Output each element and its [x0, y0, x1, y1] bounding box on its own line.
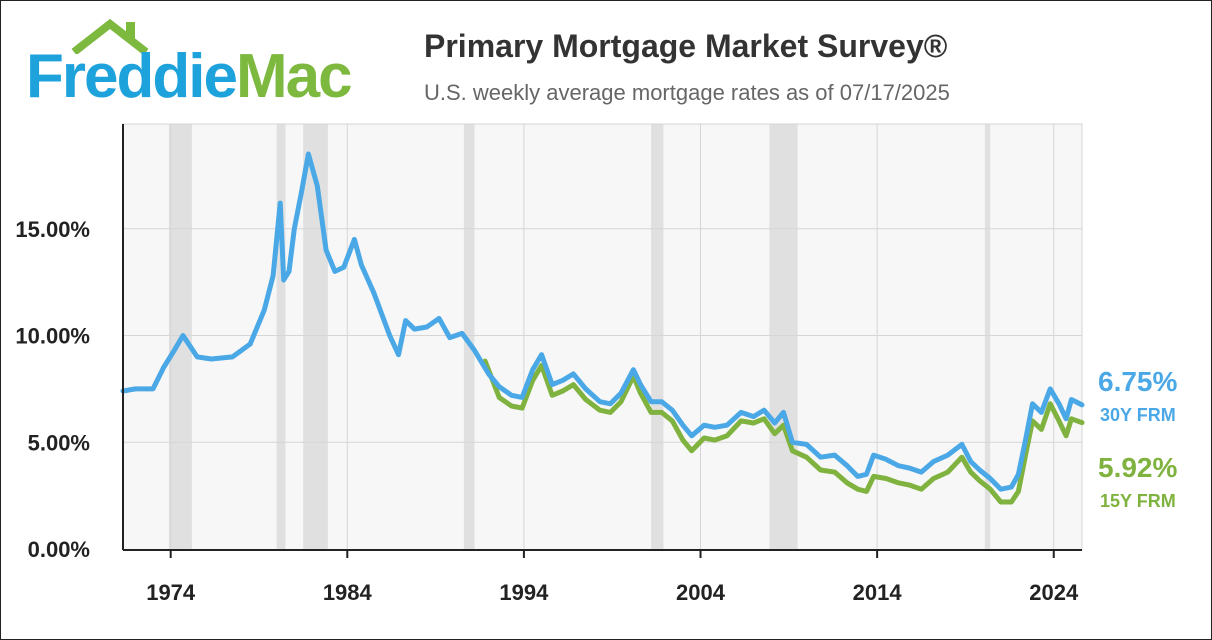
chart-title: Primary Mortgage Market Survey®	[424, 28, 948, 64]
y-tick-label: 15.00%	[15, 217, 90, 242]
series-15y-line	[482, 358, 1085, 505]
chart-subtitle: U.S. weekly average mortgage rates as of…	[424, 80, 950, 105]
x-tick-label: 1974	[146, 580, 196, 605]
x-tick-label: 2004	[676, 580, 726, 605]
series-30y-end-value: 6.75%	[1098, 366, 1178, 397]
recession-band	[303, 124, 328, 550]
x-tick-label: 1994	[499, 580, 549, 605]
recession-band	[463, 124, 475, 550]
logo-word-mac: Mac	[235, 42, 353, 111]
series-15y-name: 15Y FRM	[1100, 491, 1176, 511]
recession-band	[769, 124, 798, 550]
plot-area	[123, 124, 1082, 550]
series-15y-end-value: 5.92%	[1098, 452, 1178, 483]
x-tick-label: 1984	[323, 580, 373, 605]
recession-band	[984, 124, 991, 550]
x-tick-label: 2024	[1029, 580, 1079, 605]
recession-band	[276, 124, 286, 550]
y-tick-label: 10.00%	[15, 324, 90, 349]
series-30y-line	[120, 151, 1085, 492]
x-tick-label: 2014	[853, 580, 903, 605]
y-tick-label: 0.00%	[28, 537, 90, 562]
freddie-mac-logo: FreddieMac	[26, 18, 386, 108]
logo-word-freddie: Freddie	[26, 42, 238, 111]
house-roof-icon	[71, 18, 149, 54]
recession-band	[651, 124, 664, 550]
y-tick-label: 5.00%	[28, 430, 90, 455]
series-30y-name: 30Y FRM	[1100, 405, 1176, 425]
